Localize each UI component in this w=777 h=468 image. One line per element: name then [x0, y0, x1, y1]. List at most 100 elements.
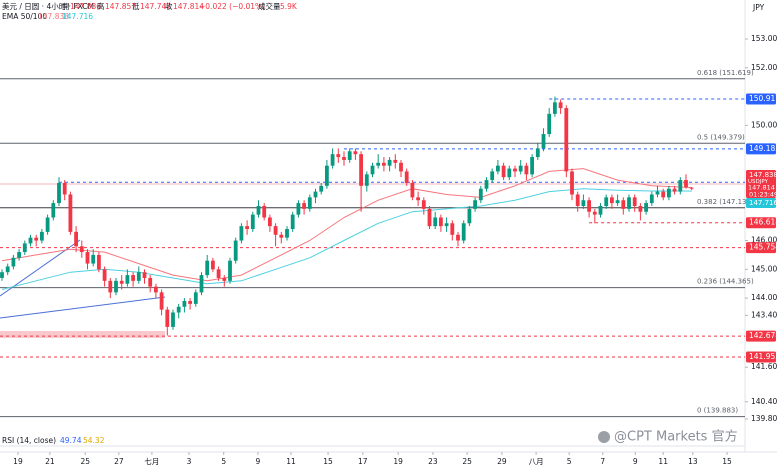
- ema-badge: [746, 198, 776, 208]
- candle-body: [410, 182, 415, 198]
- candle-body: [85, 252, 90, 264]
- volume: 5.9K: [280, 2, 298, 11]
- x-tick-label: 15: [722, 457, 732, 466]
- y-tick-label: 140.400: [751, 397, 777, 406]
- candle-body: [96, 254, 101, 270]
- y-tick-label: 150.000: [751, 120, 777, 129]
- candle-body: [239, 226, 244, 241]
- price-badge: [746, 93, 776, 105]
- candle-body: [615, 200, 620, 204]
- candle-body: [490, 171, 495, 181]
- candle-body: [661, 191, 666, 198]
- candle-body: [250, 214, 255, 230]
- candle-body: [62, 182, 67, 195]
- candle-body: [530, 157, 535, 175]
- candle-body: [524, 165, 529, 175]
- symbol: 美元 / 日圆 · 4小时 · FXCM: [2, 1, 94, 11]
- candle-body: [359, 154, 363, 186]
- level-label: 0.236 (144.365): [697, 278, 754, 286]
- candle-body: [285, 229, 289, 238]
- price-badge: [746, 217, 776, 229]
- x-tick-label: 15: [323, 457, 333, 466]
- candle-body: [131, 275, 135, 281]
- candle-body: [393, 159, 398, 163]
- level-label: 0 (139.883): [697, 407, 738, 415]
- candle-body: [610, 197, 614, 204]
- candle-body: [342, 157, 346, 160]
- candle-body: [689, 187, 694, 189]
- watermark: @CPT Markets 官方: [614, 429, 738, 445]
- candle-body: [547, 113, 552, 135]
- candle-body: [444, 223, 449, 227]
- y-tick-label: 144.000: [751, 293, 777, 302]
- x-tick-label: 11: [286, 457, 296, 466]
- candle-body: [108, 280, 113, 293]
- candle-body: [91, 254, 96, 264]
- candle-body: [45, 217, 50, 232]
- close-label: 147.814: [748, 184, 775, 192]
- candle-body: [678, 180, 683, 192]
- y-tick-label: 152.000: [751, 63, 777, 72]
- ticker-label: USDJPY: [748, 179, 769, 185]
- candle-body: [684, 180, 688, 188]
- candle-body: [210, 260, 215, 270]
- candle-body: [159, 292, 164, 310]
- overlay: 美元 / 日圆 · 4小时 · FXCM 開 147.836 高 147.857…: [2, 1, 777, 445]
- candle-body: [79, 246, 84, 253]
- candle-body: [51, 203, 56, 218]
- x-tick-label: 25: [462, 457, 472, 466]
- level-label: 0.618 (151.619): [697, 69, 754, 77]
- indicator-label: EMA 50/100: [2, 12, 47, 21]
- candle-body: [262, 205, 267, 218]
- change: −0.022 (−0.01%): [199, 2, 265, 11]
- candle-body: [267, 217, 272, 227]
- candle-body: [319, 185, 324, 192]
- ohlc-value: 147.814: [173, 2, 204, 11]
- candle-body: [644, 203, 649, 212]
- x-tick-label: 9: [633, 457, 638, 466]
- ema-badge-label: 147.838: [749, 171, 777, 179]
- candle-body: [68, 194, 73, 232]
- candle-body: [507, 168, 512, 178]
- candle-body: [439, 217, 443, 227]
- candle-body: [649, 194, 654, 204]
- ohlc-value: 147.747: [140, 2, 171, 11]
- candle-body: [621, 200, 626, 209]
- y-tick-label: 145.000: [751, 264, 777, 273]
- x-tick-label: 七月: [144, 457, 159, 466]
- candle-body: [638, 205, 643, 212]
- candle-body: [153, 286, 158, 293]
- trend-line: [0, 296, 166, 319]
- y-tick-label: 141.600: [751, 362, 777, 371]
- ema-value: 147.838: [38, 12, 69, 21]
- candle-body: [165, 309, 170, 327]
- candle-body: [171, 312, 175, 327]
- candle-body: [216, 269, 221, 278]
- candle-body: [0, 272, 4, 278]
- candle-body: [222, 277, 227, 281]
- x-tick-label: 21: [45, 457, 55, 466]
- candle-body: [119, 280, 124, 284]
- candle-body: [496, 165, 500, 172]
- candle-body: [564, 108, 569, 172]
- x-tick-label: 3: [187, 457, 192, 466]
- candle-body: [376, 162, 381, 166]
- candle-body: [296, 203, 301, 215]
- level-label: 0.382 (147.138): [697, 198, 754, 206]
- x-tick-label: 19: [393, 457, 403, 466]
- candle-body: [353, 151, 358, 155]
- ema-line: [1, 188, 692, 290]
- x-tick-label: 17: [358, 457, 368, 466]
- ohlc-label: 開: [62, 2, 70, 11]
- x-tick-label: 7: [600, 457, 605, 466]
- candle-body: [114, 280, 118, 293]
- y-tick-label: 146.000: [751, 236, 777, 245]
- x-tick-label: 9: [256, 457, 261, 466]
- watermark-icon: [598, 431, 610, 443]
- price-badge: [746, 143, 776, 155]
- x-tick-label: 5: [567, 457, 572, 466]
- currency: JPY: [752, 3, 765, 12]
- candle-body: [404, 171, 409, 183]
- candle-body: [330, 154, 335, 166]
- candle-body: [102, 269, 107, 281]
